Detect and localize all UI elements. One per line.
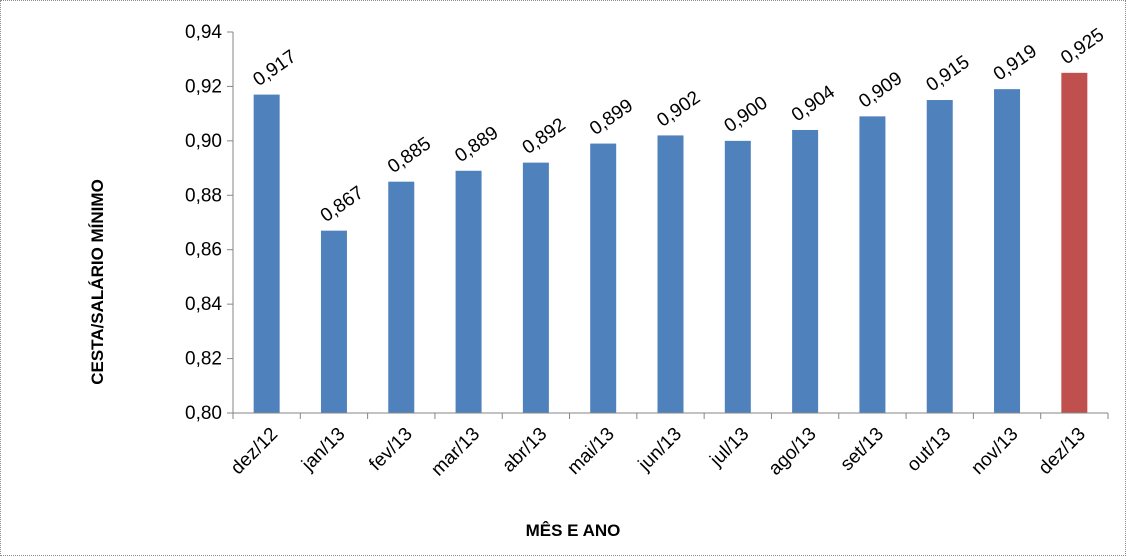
- bar-mar-13: [455, 170, 482, 413]
- data-label: 0,909: [855, 68, 906, 112]
- y-tick-label: 0,80: [185, 403, 222, 424]
- bar-abr-13: [522, 162, 549, 413]
- data-label: 0,867: [317, 182, 368, 226]
- x-tick-label: mai/13: [564, 424, 619, 479]
- y-tick-label: 0,90: [185, 131, 222, 152]
- bar-dez-12: [253, 94, 280, 413]
- x-tick-label: jun/13: [634, 424, 686, 476]
- x-tick-label: ago/13: [765, 424, 821, 480]
- data-label: 0,889: [451, 122, 502, 166]
- bar-set-13: [859, 116, 886, 413]
- data-label: 0,919: [990, 41, 1041, 85]
- y-tick-label: 0,84: [185, 294, 222, 315]
- y-tick-label: 0,86: [185, 240, 222, 261]
- bar-fev-13: [388, 181, 415, 413]
- x-tick-label: jul/13: [706, 424, 754, 472]
- y-tick-label: 0,82: [185, 349, 222, 370]
- bar-ago-13: [792, 129, 819, 413]
- bar-out-13: [926, 100, 953, 414]
- data-label: 0,885: [384, 133, 435, 177]
- x-tick-label: jan/13: [297, 424, 349, 476]
- bar-jun-13: [657, 135, 684, 413]
- y-axis-title: CESTA/SALÁRIO MÍNIMO: [88, 179, 107, 385]
- x-tick-label: dez/13: [1035, 424, 1090, 479]
- x-tick-label: out/13: [903, 424, 955, 476]
- y-tick-label: 0,88: [185, 185, 222, 206]
- x-tick-label: mar/13: [427, 424, 484, 481]
- x-axis: dez/12 jan/13 fev/13 mar/13 abr/13 mai/13 jun/…: [227, 412, 1109, 481]
- x-axis-title: MÊS E ANO: [526, 521, 621, 540]
- x-tick-label: set/13: [837, 424, 888, 475]
- x-tick-label: nov/13: [967, 424, 1022, 479]
- data-label: 0,899: [586, 95, 637, 139]
- y-axis: 0,80 0,82 0,84 0,86 0,88 0,90 0,92 0,94: [185, 22, 234, 424]
- bar-jul-13: [724, 140, 751, 413]
- x-tick-label: abr/13: [498, 424, 551, 477]
- x-tick-label: dez/12: [227, 424, 282, 479]
- data-label: 0,915: [923, 52, 974, 96]
- bar-dez-13: [1061, 72, 1088, 414]
- data-label: 0,917: [249, 46, 300, 90]
- y-tick-label: 0,94: [185, 22, 222, 43]
- bar-jan-13: [320, 230, 347, 413]
- data-label: 0,900: [721, 92, 772, 136]
- data-label: 0,925: [1057, 24, 1108, 68]
- data-label: 0,892: [519, 114, 570, 158]
- data-label: 0,902: [653, 87, 704, 131]
- bars: [253, 72, 1088, 414]
- bar-mai-13: [590, 143, 617, 414]
- data-label: 0,904: [788, 81, 839, 126]
- bar-nov-13: [994, 89, 1021, 414]
- y-tick-label: 0,92: [185, 76, 222, 97]
- x-tick-label: fev/13: [365, 424, 416, 475]
